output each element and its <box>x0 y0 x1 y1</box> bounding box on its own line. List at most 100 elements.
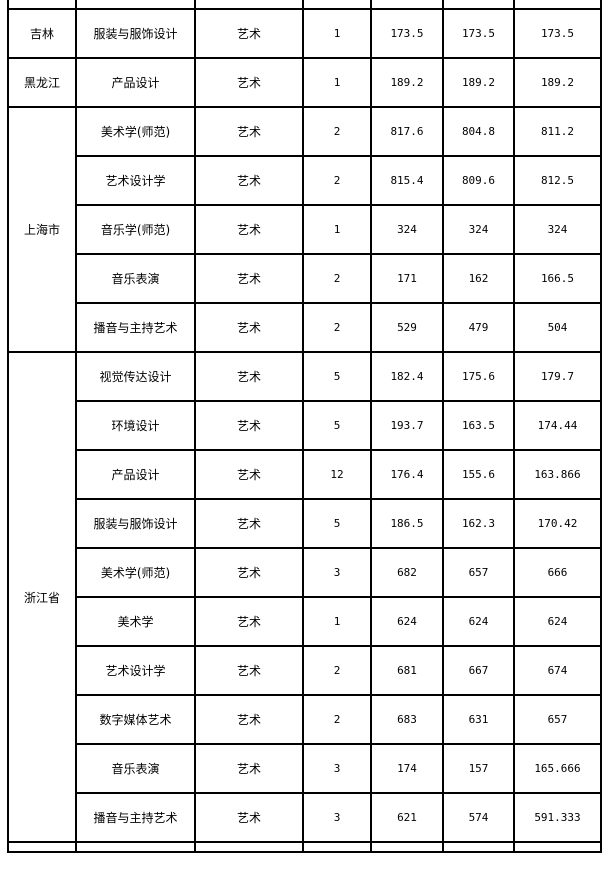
count-cell: 2 <box>302 253 372 304</box>
major-cell: 播音与主持艺术 <box>75 792 196 843</box>
major-cell: 美术学(师范) <box>75 547 196 598</box>
table-row: 播音与主持艺术 艺术 3 621 574 591.333 <box>8 792 602 843</box>
min-cell: 657 <box>442 547 515 598</box>
avg-cell: 657 <box>513 694 602 745</box>
max-cell: 193.7 <box>370 400 444 451</box>
table-row: 音乐表演 艺术 3 174 157 165.666 <box>8 743 602 794</box>
max-cell: 173.5 <box>370 8 444 59</box>
max-cell: 186.5 <box>370 498 444 549</box>
major-cell: 服装与服饰设计 <box>75 498 196 549</box>
category-cell: 艺术 <box>194 449 304 500</box>
max-cell: 817.6 <box>370 106 444 157</box>
min-cell: 809.6 <box>442 155 515 206</box>
table-row: 美术学(师范) 艺术 3 682 657 666 <box>8 547 602 598</box>
major-cell: 美术学 <box>75 596 196 647</box>
avg-cell: 504 <box>513 302 602 353</box>
category-cell: 艺术 <box>194 645 304 696</box>
min-cell: 189.2 <box>442 57 515 108</box>
avg-cell: 666 <box>513 547 602 598</box>
major-cell: 艺术设计学 <box>75 155 196 206</box>
max-cell: 683 <box>370 694 444 745</box>
max-cell: 174 <box>370 743 444 794</box>
major-cell: 视觉传达设计 <box>75 351 196 402</box>
province-cell: 吉林 <box>7 8 77 59</box>
category-cell: 艺术 <box>194 547 304 598</box>
major-cell: 数字媒体艺术 <box>75 694 196 745</box>
table-row-partial-top <box>7 0 602 10</box>
table-row: 环境设计 艺术 5 193.7 163.5 174.44 <box>8 400 602 451</box>
province-cell: 上海市 <box>7 106 77 353</box>
major-cell: 美术学(师范) <box>75 106 196 157</box>
table-row: 播音与主持艺术 艺术 2 529 479 504 <box>8 302 602 353</box>
category-cell: 艺术 <box>194 302 304 353</box>
max-cell: 182.4 <box>370 351 444 402</box>
count-cell: 1 <box>302 8 372 59</box>
max-cell: 681 <box>370 645 444 696</box>
min-cell: 162 <box>442 253 515 304</box>
count-cell: 5 <box>302 400 372 451</box>
max-cell: 682 <box>370 547 444 598</box>
category-cell: 艺术 <box>194 253 304 304</box>
table-row-partial-bottom <box>7 841 602 853</box>
count-cell: 3 <box>302 743 372 794</box>
avg-cell: 811.2 <box>513 106 602 157</box>
table-row: 音乐表演 艺术 2 171 162 166.5 <box>8 253 602 304</box>
table-row: 吉林 服装与服饰设计 艺术 1 173.5 173.5 173.5 <box>7 8 602 59</box>
avg-cell: 179.7 <box>513 351 602 402</box>
category-cell: 艺术 <box>194 57 304 108</box>
avg-cell: 166.5 <box>513 253 602 304</box>
count-cell: 5 <box>302 351 372 402</box>
min-cell: 804.8 <box>442 106 515 157</box>
avg-cell: 174.44 <box>513 400 602 451</box>
major-cell: 音乐表演 <box>75 253 196 304</box>
max-cell: 324 <box>370 204 444 255</box>
category-cell: 艺术 <box>194 596 304 647</box>
major-cell: 播音与主持艺术 <box>75 302 196 353</box>
avg-cell: 163.866 <box>513 449 602 500</box>
avg-cell: 170.42 <box>513 498 602 549</box>
max-cell: 171 <box>370 253 444 304</box>
table-row: 服装与服饰设计 艺术 5 186.5 162.3 170.42 <box>8 498 602 549</box>
min-cell: 155.6 <box>442 449 515 500</box>
min-cell: 324 <box>442 204 515 255</box>
count-cell: 12 <box>302 449 372 500</box>
max-cell: 189.2 <box>370 57 444 108</box>
avg-cell: 812.5 <box>513 155 602 206</box>
category-cell: 艺术 <box>194 498 304 549</box>
table-row: 黑龙江 产品设计 艺术 1 189.2 189.2 189.2 <box>7 57 602 108</box>
avg-cell: 591.333 <box>513 792 602 843</box>
category-cell: 艺术 <box>194 694 304 745</box>
table-row: 浙江省 视觉传达设计 艺术 5 182.4 175.6 179.7 <box>7 351 602 843</box>
count-cell: 1 <box>302 57 372 108</box>
avg-cell: 674 <box>513 645 602 696</box>
min-cell: 175.6 <box>442 351 515 402</box>
category-cell: 艺术 <box>194 155 304 206</box>
count-cell: 2 <box>302 106 372 157</box>
count-cell: 5 <box>302 498 372 549</box>
province-cell: 浙江省 <box>7 351 77 843</box>
table-row: 美术学 艺术 1 624 624 624 <box>8 596 602 647</box>
major-cell: 产品设计 <box>75 449 196 500</box>
count-cell: 3 <box>302 547 372 598</box>
category-cell: 艺术 <box>194 106 304 157</box>
avg-cell: 324 <box>513 204 602 255</box>
min-cell: 163.5 <box>442 400 515 451</box>
count-cell: 3 <box>302 792 372 843</box>
category-cell: 艺术 <box>194 400 304 451</box>
max-cell: 176.4 <box>370 449 444 500</box>
major-cell: 音乐表演 <box>75 743 196 794</box>
max-cell: 529 <box>370 302 444 353</box>
max-cell: 624 <box>370 596 444 647</box>
table-row: 数字媒体艺术 艺术 2 683 631 657 <box>8 694 602 745</box>
table-row: 艺术设计学 艺术 2 681 667 674 <box>8 645 602 696</box>
count-cell: 1 <box>302 204 372 255</box>
min-cell: 667 <box>442 645 515 696</box>
min-cell: 624 <box>442 596 515 647</box>
admission-scores-table: 吉林 服装与服饰设计 艺术 1 173.5 173.5 173.5 黑龙江 产品设计 艺术 1 189… <box>7 0 602 853</box>
table-row: 上海市 美术学(师范) 艺术 2 817.6 804.8 811.2 <box>7 106 602 353</box>
category-cell: 艺术 <box>194 351 304 402</box>
min-cell: 162.3 <box>442 498 515 549</box>
category-cell: 艺术 <box>194 8 304 59</box>
min-cell: 157 <box>442 743 515 794</box>
count-cell: 2 <box>302 694 372 745</box>
